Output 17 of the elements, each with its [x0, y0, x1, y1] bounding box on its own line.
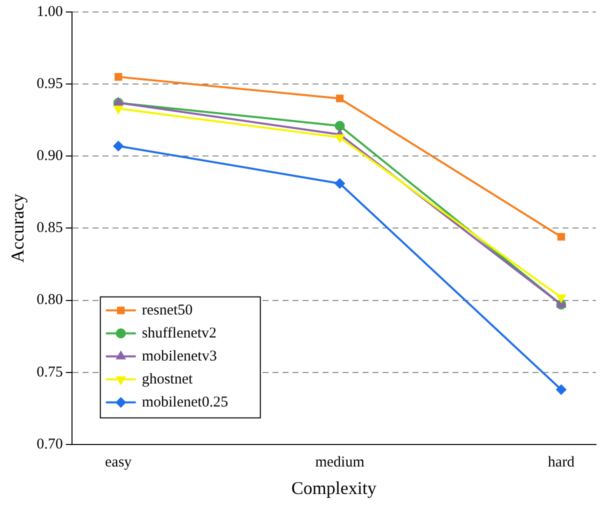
- x-axis-title: Complexity: [291, 478, 376, 498]
- y-tick-label: 0.80: [36, 292, 63, 308]
- legend-label: shufflenetv2: [142, 325, 217, 342]
- x-tick-label: easy: [105, 454, 132, 470]
- y-tick-label: 0.95: [36, 76, 63, 92]
- y-axis-title: Accuracy: [8, 194, 28, 263]
- legend-label: ghostnet: [142, 371, 194, 388]
- legend-label: mobilenetv3: [142, 348, 217, 364]
- y-tick-label: 0.75: [36, 364, 63, 380]
- y-tick-label: 1.00: [36, 4, 63, 20]
- y-tick-label: 0.85: [36, 220, 63, 236]
- x-tick-label: medium: [315, 454, 365, 470]
- legend-label: mobilenet0.25: [142, 394, 228, 410]
- legend-label: resnet50: [142, 302, 193, 318]
- x-tick-label: hard: [548, 454, 576, 470]
- y-tick-label: 0.90: [36, 148, 63, 164]
- y-tick-label: 0.70: [36, 436, 63, 452]
